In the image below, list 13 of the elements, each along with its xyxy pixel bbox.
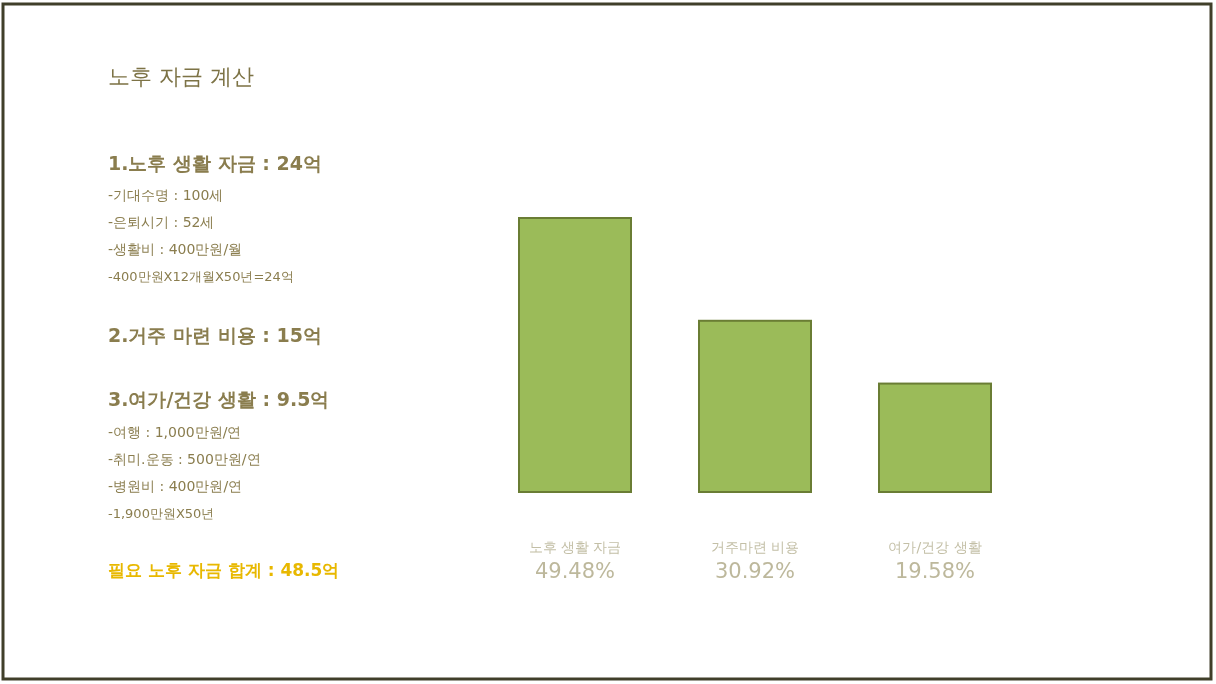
annotation: 2.거주 마련 비용 : 15억 <box>108 324 322 346</box>
annotation: 3.여가/건강 생활 : 9.5억 <box>108 388 330 410</box>
annotation: -취미.운동 : 500만원/연 <box>108 451 261 467</box>
annotation: -은퇴시기 : 52세 <box>108 214 215 230</box>
annotation: -여행 : 1,000만원/연 <box>108 424 242 440</box>
annotation: 필요 노후 자금 합계 : 48.5억 <box>108 560 340 580</box>
annotation: -400만원X12개월X50년=24억 <box>108 269 294 284</box>
annotation: -병원비 : 400만원/연 <box>108 478 243 494</box>
annotation: -1,900만원X50년 <box>108 506 215 521</box>
title: 노후 자금 계산 <box>108 64 254 89</box>
annotation: -기대수명 : 100세 <box>108 187 224 203</box>
annotation: -생활비 : 400만원/월 <box>108 241 243 257</box>
annotation: 1.노후 생활 자금 : 24억 <box>108 152 322 174</box>
